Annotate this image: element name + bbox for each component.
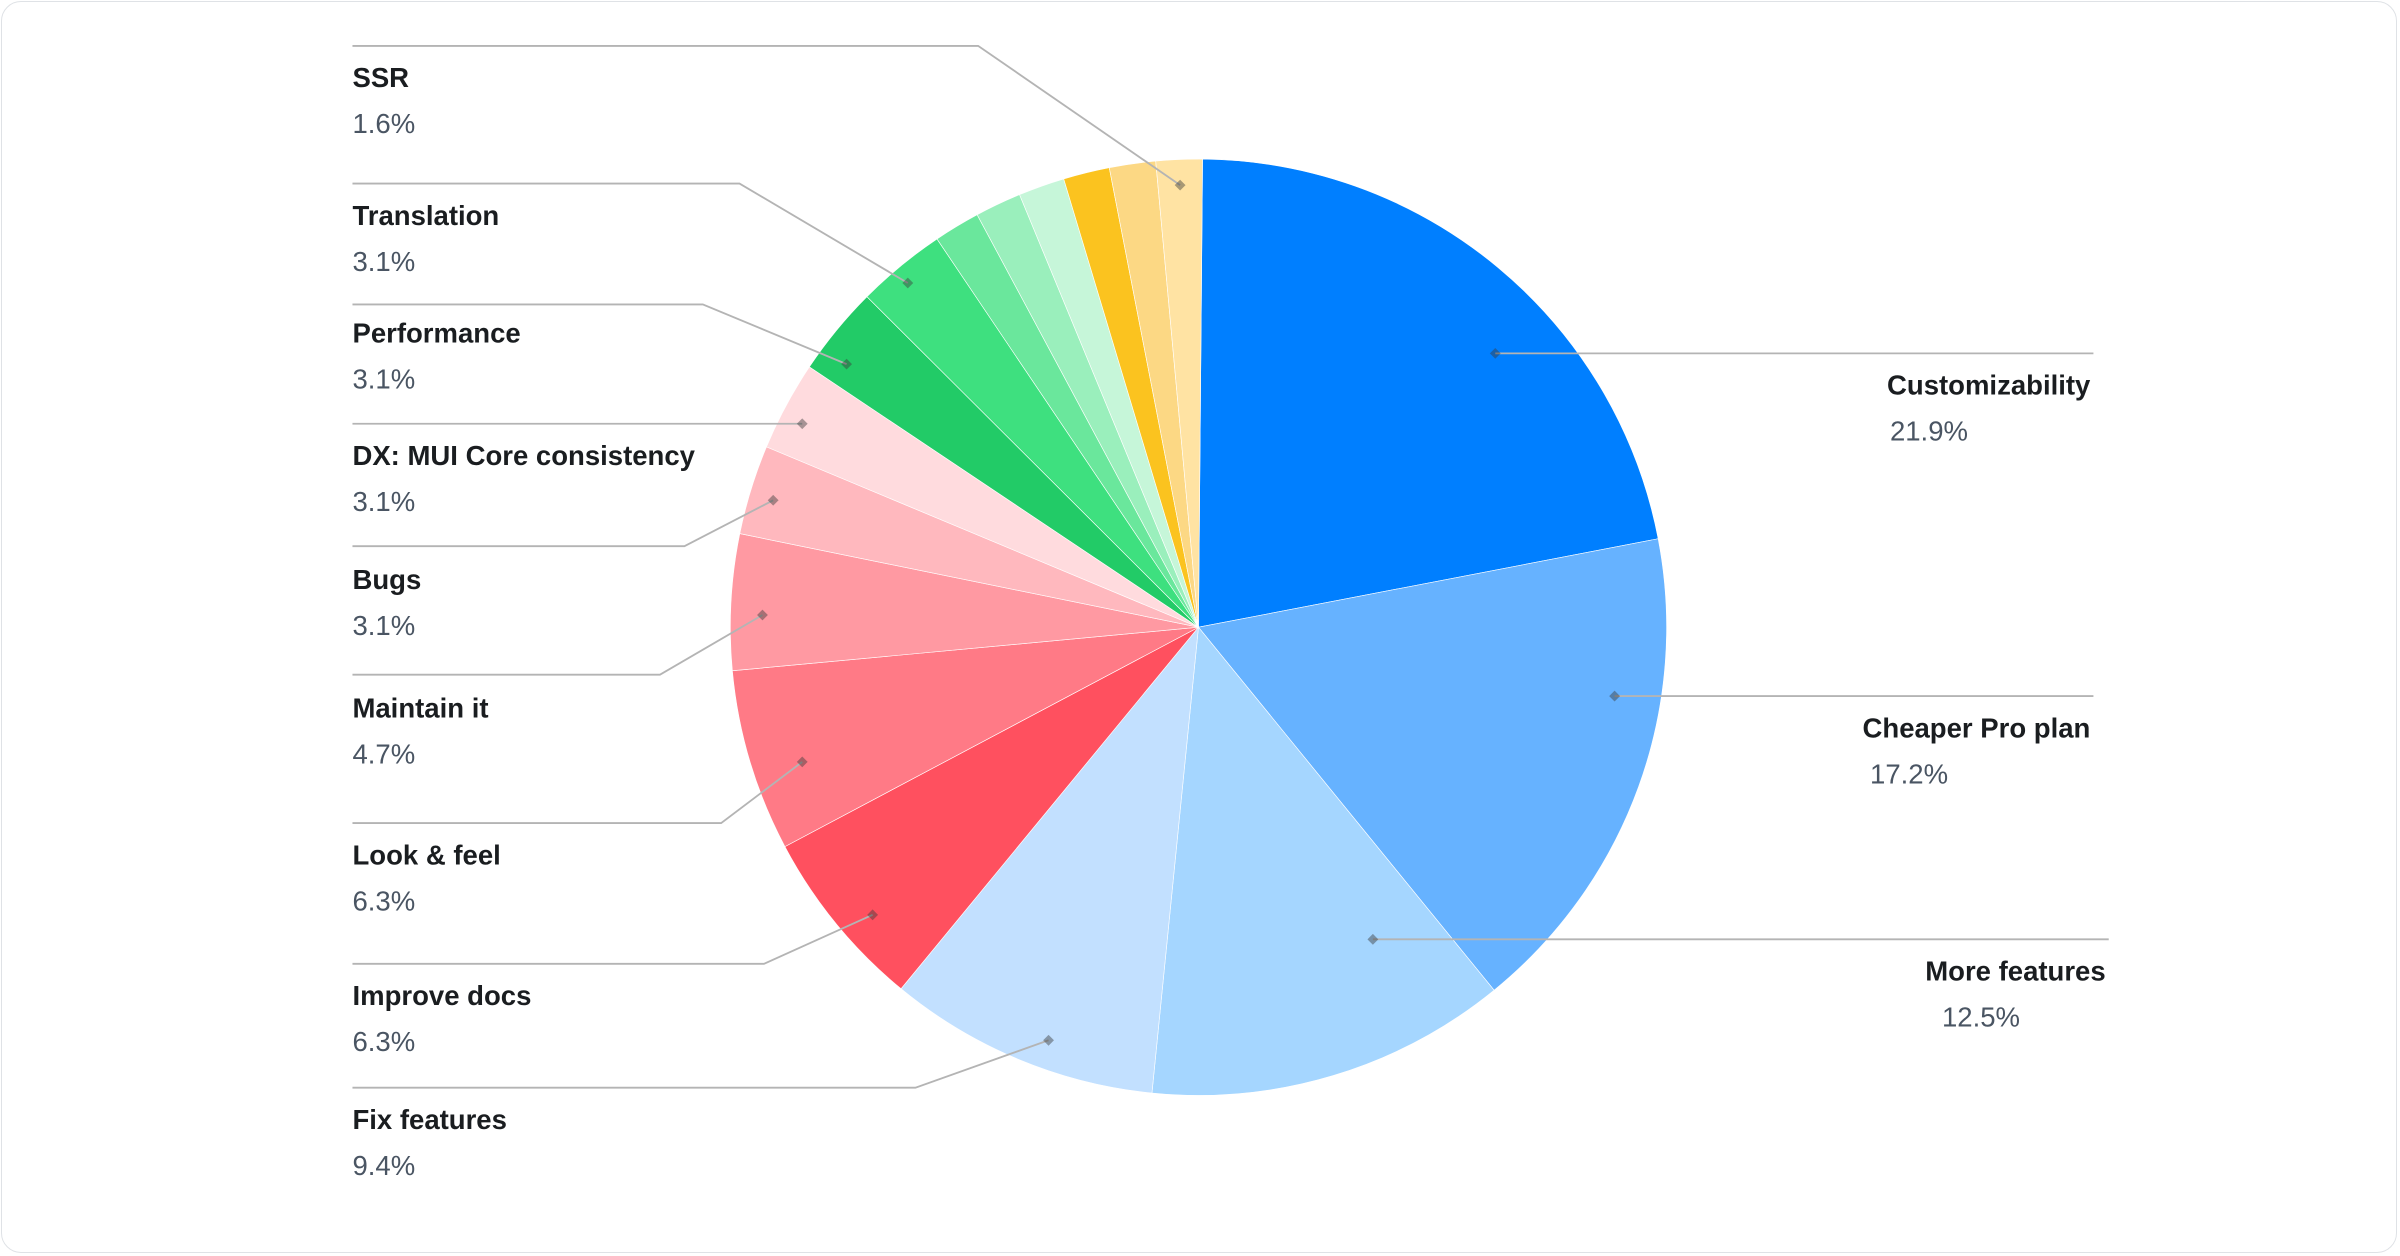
leader-marker bbox=[841, 358, 853, 370]
slice-label: More features bbox=[1925, 956, 2105, 987]
slice-label: Translation bbox=[352, 200, 499, 231]
slice-label: Performance bbox=[352, 318, 520, 349]
pie-slice-ssr[interactable] bbox=[1155, 158, 1203, 628]
leader-line bbox=[352, 914, 873, 965]
leader-marker bbox=[796, 756, 808, 768]
slice-label: Look & feel bbox=[352, 839, 500, 870]
leader-line bbox=[352, 499, 774, 548]
slice-percent: 3.1% bbox=[352, 364, 415, 395]
slice-percent: 3.1% bbox=[352, 246, 415, 277]
pie-slice-fix-features[interactable] bbox=[900, 626, 1199, 1094]
leader-line bbox=[352, 303, 847, 365]
slice-label: DX: MUI Core consistency bbox=[352, 440, 695, 471]
leader-marker bbox=[796, 418, 808, 430]
leader-marker bbox=[1367, 933, 1379, 945]
slice-label: Bugs bbox=[352, 564, 421, 595]
slice-percent: 9.4% bbox=[352, 1150, 415, 1181]
slice-percent: 1.6% bbox=[352, 108, 415, 139]
slice-percent: 3.1% bbox=[352, 610, 415, 641]
slice-percent: 6.3% bbox=[352, 1026, 415, 1057]
leader-line bbox=[352, 182, 909, 284]
slice-label: Cheaper Pro plan bbox=[1863, 712, 2091, 743]
slice-label: SSR bbox=[352, 62, 409, 93]
pie-slice-more-features[interactable] bbox=[1151, 626, 1495, 1096]
leader-line bbox=[352, 614, 763, 676]
leader-marker bbox=[1174, 179, 1186, 191]
leader-marker bbox=[1489, 347, 1501, 359]
slice-label: Improve docs bbox=[352, 980, 531, 1011]
slice-percent: 21.9% bbox=[1890, 416, 1968, 447]
slice-percent: 4.7% bbox=[352, 738, 415, 769]
pie-slice-improve-docs[interactable] bbox=[784, 626, 1199, 990]
leader-line bbox=[352, 44, 1181, 186]
pie-slice-customizability[interactable] bbox=[1198, 158, 1659, 628]
leader-marker bbox=[902, 277, 914, 289]
slice-label: Customizability bbox=[1887, 370, 2091, 401]
leader-marker bbox=[757, 609, 768, 621]
slice-percent: 3.1% bbox=[352, 486, 415, 517]
leader-marker bbox=[867, 909, 879, 921]
slice-label: Maintain it bbox=[352, 692, 488, 723]
slice-label: Fix features bbox=[352, 1104, 506, 1135]
pie-slice-look-feel[interactable] bbox=[732, 626, 1199, 848]
leader-marker bbox=[767, 494, 779, 506]
slice-percent: 6.3% bbox=[352, 885, 415, 916]
pie-slice-cheaper-pro-plan[interactable] bbox=[1197, 538, 1667, 991]
leader-line bbox=[352, 761, 803, 824]
slice-percent: 12.5% bbox=[1942, 1002, 2020, 1033]
leader-line bbox=[352, 1039, 1049, 1089]
slice-percent: 17.2% bbox=[1870, 758, 1948, 789]
